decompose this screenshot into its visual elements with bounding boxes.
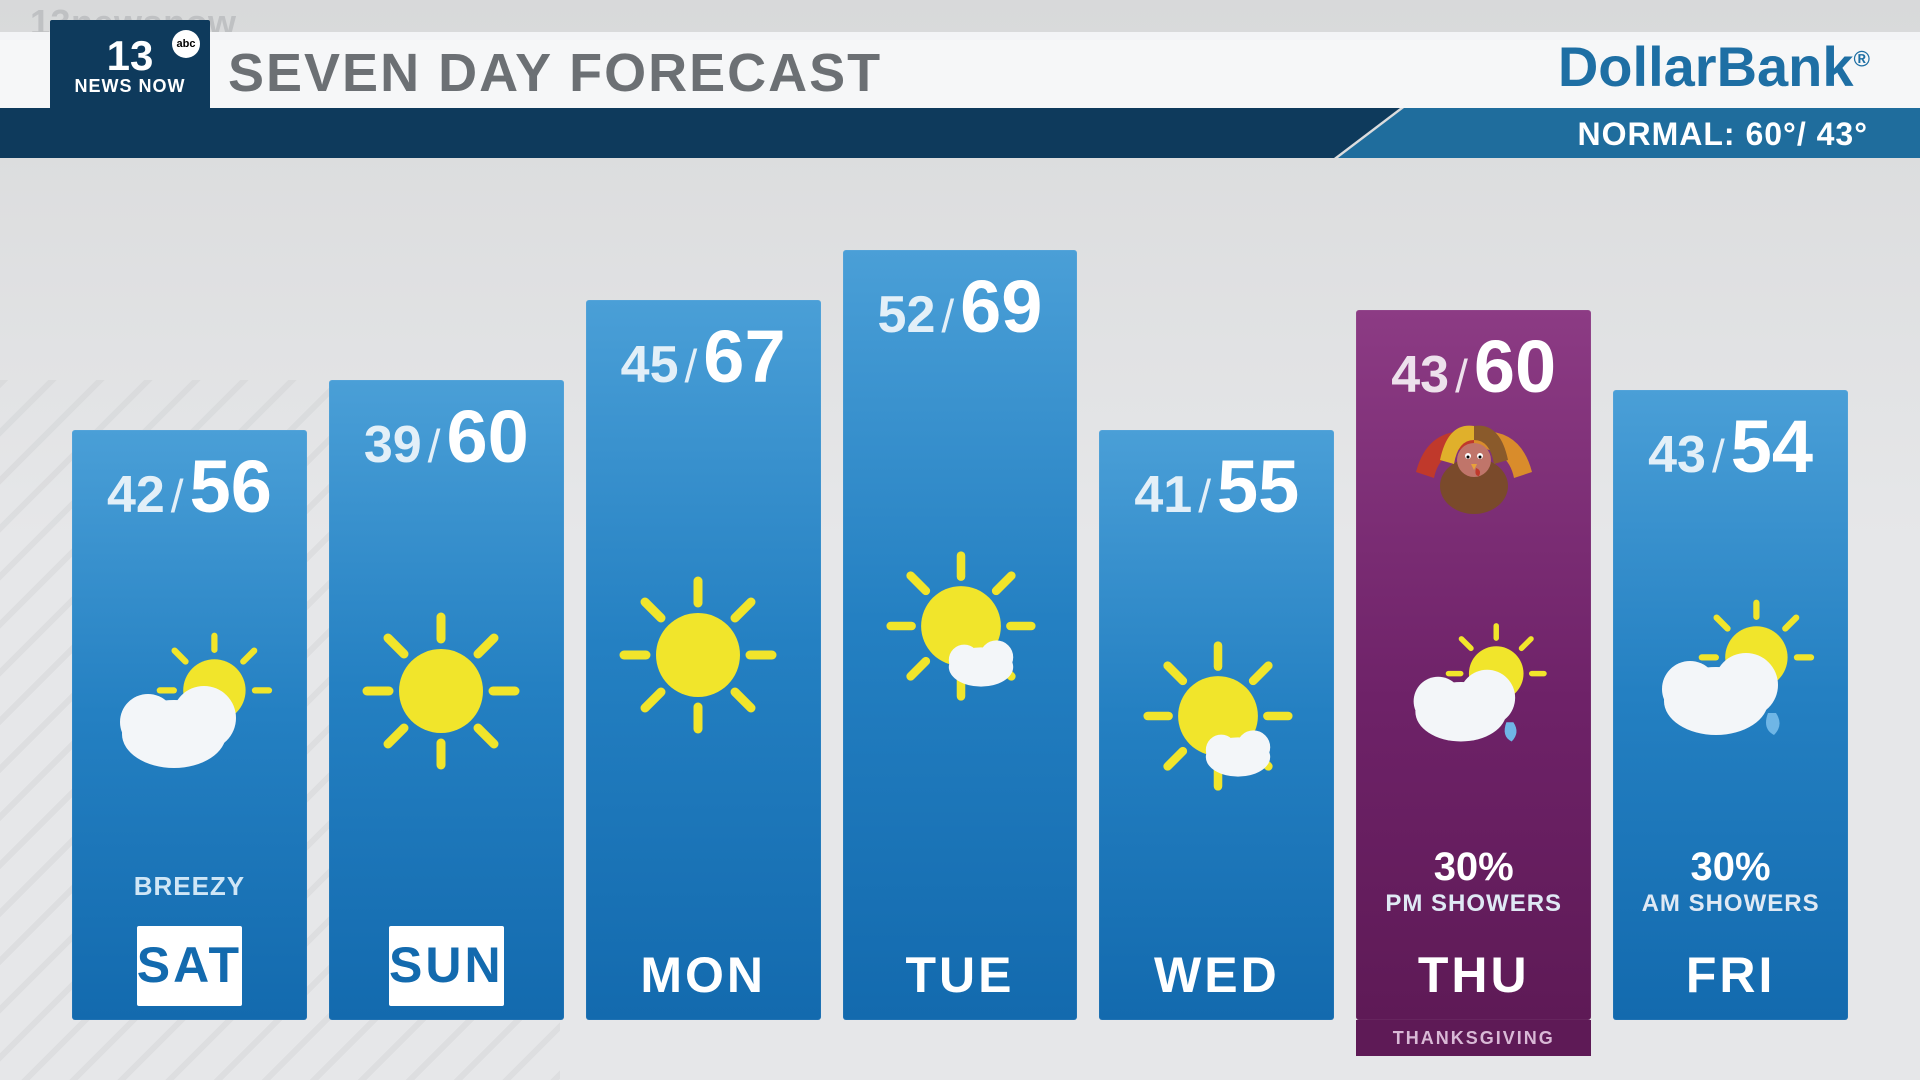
high-temp: 54 <box>1731 404 1813 489</box>
temps: 42/56 <box>107 444 272 529</box>
temp-sep: / <box>428 419 441 473</box>
partly-cloudy-icon <box>72 529 307 871</box>
precip-percent: 30% <box>1691 845 1771 890</box>
mostly-sunny-icon <box>1099 529 1334 910</box>
day-label: THU <box>1356 934 1591 1020</box>
low-temp: 39 <box>364 415 422 475</box>
forecast-card-sun: 39/60 SUN <box>329 380 564 1020</box>
high-temp: 69 <box>960 264 1042 349</box>
forecast-card-mon: 45/67 MON <box>586 300 821 1020</box>
temp-sep: / <box>1198 469 1211 523</box>
temps: 41/55 <box>1134 444 1299 529</box>
temps: 43/60 <box>1391 324 1556 409</box>
substrip-light <box>1338 108 1920 158</box>
forecast-card-thu: 43/6030%PM SHOWERSTHUTHANKSGIVING <box>1356 310 1591 1020</box>
temps: 43/54 <box>1648 404 1813 489</box>
temp-sep: / <box>171 469 184 523</box>
day-label: FRI <box>1613 934 1848 1020</box>
holiday-tag: THANKSGIVING <box>1356 1020 1591 1056</box>
day-label: WED <box>1099 934 1334 1020</box>
title-strip <box>0 32 1920 108</box>
condition-label: BREEZY <box>134 871 245 902</box>
sunny-icon <box>329 479 564 902</box>
sunny-icon <box>586 399 821 910</box>
turkey-icon <box>1399 406 1549 521</box>
forecast-card-tue: 52/69 TUE <box>843 250 1078 1020</box>
temp-sep: / <box>685 339 698 393</box>
high-temp: 60 <box>446 394 528 479</box>
low-temp: 45 <box>621 335 679 395</box>
normal-temps: NORMAL: 60°/ 43° <box>1577 116 1868 153</box>
high-temp: 67 <box>703 314 785 399</box>
temp-sep: / <box>1455 349 1468 403</box>
forecast-deck: 42/56BREEZYSAT39/60SUN45/67MON52/69TUE41… <box>72 250 1848 1020</box>
forecast-card-fri: 43/54 30%AM SHOWERS FRI <box>1613 390 1848 1020</box>
precip-percent: 30% <box>1434 845 1514 890</box>
day-label: SAT <box>137 926 242 1006</box>
low-temp: 43 <box>1391 345 1449 405</box>
precip-label: AM SHOWERS <box>1642 890 1820 918</box>
day-label: TUE <box>843 934 1078 1020</box>
showers-icon <box>1613 489 1848 845</box>
temp-sep: / <box>1712 429 1725 483</box>
forecast-card-sat: 42/56 BREEZY SAT <box>72 430 307 1020</box>
page-title: SEVEN DAY FORECAST <box>228 42 882 104</box>
mostly-sunny-icon <box>843 349 1078 910</box>
low-temp: 41 <box>1134 465 1192 525</box>
showers-icon <box>1356 519 1591 845</box>
logo-line2: NEWS NOW <box>75 77 186 95</box>
sponsor-logo: DollarBank® <box>1558 34 1870 99</box>
high-temp: 60 <box>1474 324 1556 409</box>
header: abc 13 NEWS NOW SEVEN DAY FORECAST Dolla… <box>0 24 1920 144</box>
temp-sep: / <box>941 289 954 343</box>
day-label: SUN <box>389 926 504 1006</box>
precip-label: PM SHOWERS <box>1385 890 1562 918</box>
temps: 39/60 <box>364 394 529 479</box>
high-temp: 56 <box>190 444 272 529</box>
temps: 52/69 <box>878 264 1043 349</box>
day-label: MON <box>586 934 821 1020</box>
low-temp: 42 <box>107 465 165 525</box>
forecast-card-wed: 41/55 WED <box>1099 430 1334 1020</box>
high-temp: 55 <box>1217 444 1299 529</box>
substrip-dark <box>0 108 1920 158</box>
station-watermark: 13newsnow <box>30 2 237 44</box>
low-temp: 43 <box>1648 425 1706 485</box>
low-temp: 52 <box>878 285 936 345</box>
temps: 45/67 <box>621 314 786 399</box>
